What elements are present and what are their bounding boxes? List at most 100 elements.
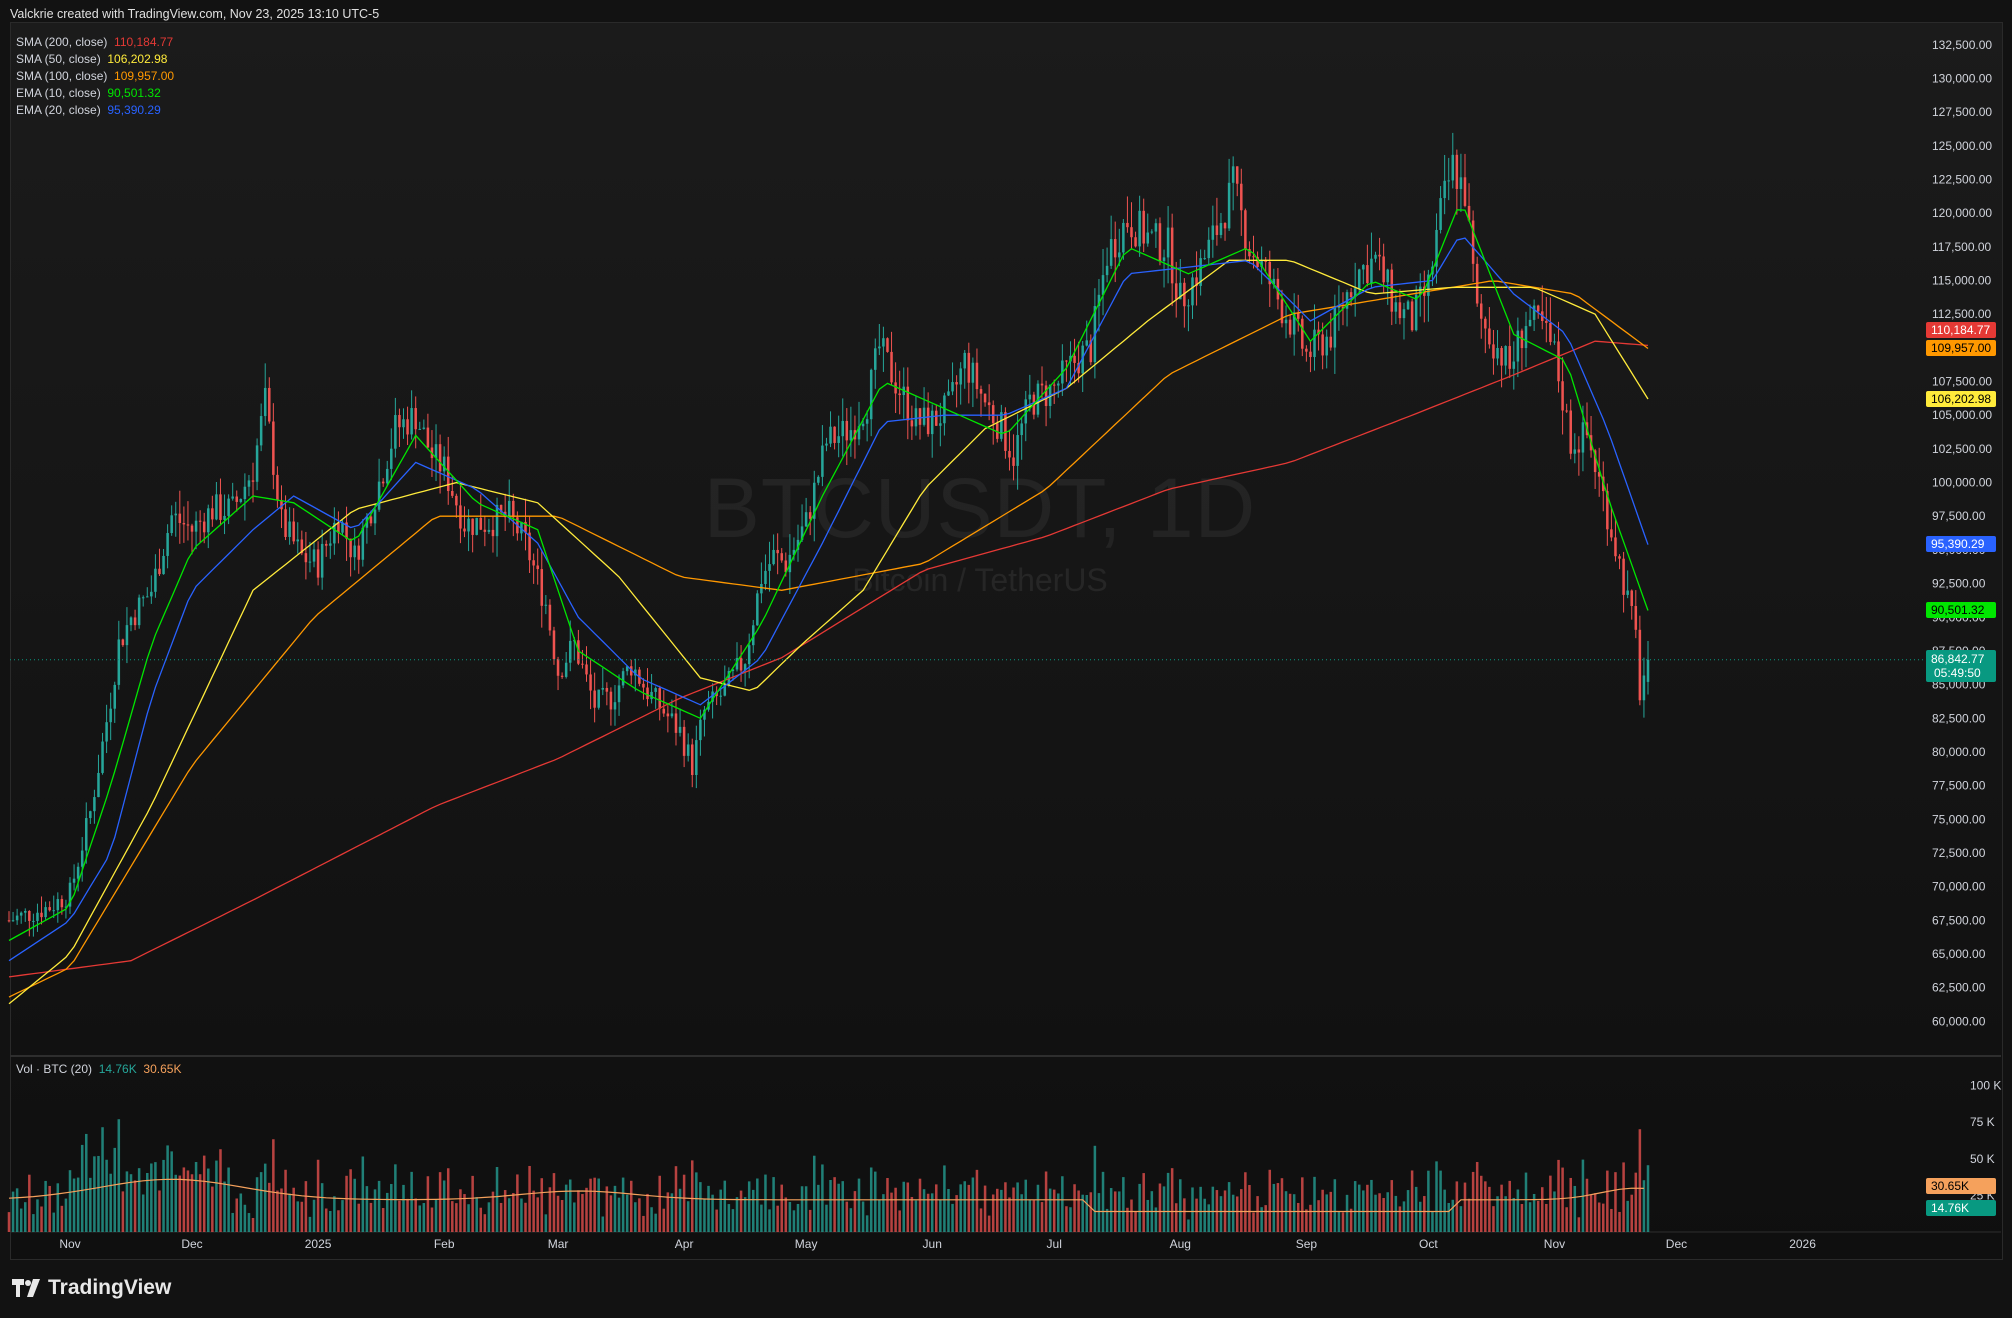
- volume-bar: [1630, 1194, 1633, 1232]
- volume-bar: [1028, 1199, 1032, 1232]
- volume-bar: [1122, 1177, 1125, 1232]
- candle-body: [886, 338, 889, 352]
- series-line: [8, 340, 1649, 978]
- candle-body: [825, 443, 828, 446]
- volume-bar: [540, 1178, 544, 1232]
- candle-body: [1126, 222, 1129, 228]
- volume-bar: [125, 1171, 129, 1232]
- price-tick-label: 102,500.00: [1932, 442, 1992, 456]
- volume-bar: [211, 1186, 214, 1232]
- volume-bar: [451, 1201, 454, 1232]
- volume-bar: [503, 1190, 507, 1232]
- volume-bar: [1353, 1181, 1357, 1232]
- volume-bars: [7, 1119, 1650, 1232]
- volume-bar: [1325, 1194, 1328, 1232]
- candle-body: [544, 604, 548, 606]
- volume-bar: [1134, 1211, 1137, 1232]
- candle-body: [56, 899, 60, 911]
- candle-body: [60, 899, 64, 908]
- volume-bar: [865, 1215, 869, 1232]
- candle-body: [463, 528, 466, 532]
- candle-body: [1414, 294, 1418, 331]
- volume-bar: [1418, 1201, 1422, 1232]
- candle-body: [719, 695, 722, 697]
- candle-body: [353, 545, 356, 558]
- legend-value: 110,184.77: [114, 35, 174, 49]
- volume-bar: [536, 1197, 539, 1232]
- price-tick-label: 97,500.00: [1932, 509, 1986, 523]
- tradingview-brand[interactable]: TradingView: [12, 1276, 171, 1300]
- candle-body: [1264, 260, 1267, 262]
- volume-bar: [402, 1184, 405, 1232]
- candle-body: [438, 444, 442, 472]
- price-label-text: 90,501.32: [1931, 603, 1985, 617]
- candle-body: [1113, 239, 1117, 258]
- volume-bar: [532, 1190, 535, 1232]
- candle-body: [601, 687, 605, 690]
- volume-bar: [1345, 1194, 1349, 1232]
- volume-bar: [1524, 1172, 1528, 1232]
- price-tick-label: 92,500.00: [1932, 577, 1986, 591]
- legend-sma100[interactable]: SMA (100, close) 109,957.00: [16, 68, 174, 85]
- candle-body: [1231, 166, 1235, 183]
- volume-bar: [174, 1174, 178, 1232]
- volume-bar: [629, 1180, 633, 1232]
- candle-body: [1162, 257, 1166, 262]
- volume-bar: [654, 1213, 657, 1232]
- series-line: [8, 280, 1649, 998]
- volume-bar: [524, 1202, 527, 1232]
- candle-body: [1333, 306, 1337, 348]
- candle-body: [540, 569, 544, 606]
- volume-bar: [1549, 1175, 1552, 1232]
- candle-body: [1211, 225, 1215, 240]
- candle-body: [1244, 210, 1247, 250]
- candle-body: [406, 419, 409, 435]
- legend-ema20[interactable]: EMA (20, close) 95,390.29: [16, 102, 174, 119]
- volume-bar: [1227, 1182, 1231, 1232]
- volume-bar: [776, 1205, 779, 1232]
- volume-bar: [817, 1184, 820, 1232]
- candle-body: [760, 583, 763, 594]
- volume-bar: [247, 1213, 251, 1232]
- candle-body: [211, 508, 214, 520]
- candle-body: [1052, 384, 1056, 386]
- candle-body: [11, 920, 15, 922]
- volume-bar: [926, 1193, 930, 1232]
- volume-bar: [121, 1191, 125, 1232]
- volume-legend[interactable]: Vol · BTC (20) 14.76K 30.65K: [16, 1062, 181, 1076]
- volume-bar: [219, 1149, 222, 1232]
- legend-name: SMA (100, close): [16, 69, 108, 83]
- volume-bar: [1443, 1189, 1446, 1232]
- candle-body: [251, 480, 255, 482]
- price-label: 90,501.32: [1926, 602, 1996, 618]
- volume-bar: [703, 1198, 706, 1232]
- volume-bar: [715, 1209, 718, 1232]
- volume-bar: [1337, 1211, 1341, 1232]
- candle-body: [1142, 210, 1145, 244]
- candle-body: [97, 772, 100, 798]
- candle-body: [1630, 590, 1633, 607]
- volume-bar: [1638, 1129, 1642, 1232]
- volume-bar: [1061, 1176, 1064, 1232]
- volume-bar: [381, 1208, 385, 1232]
- legend-sma200[interactable]: SMA (200, close) 110,184.77: [16, 34, 174, 51]
- candle-body: [609, 691, 613, 710]
- volume-bar: [1288, 1193, 1292, 1232]
- volume-bar: [231, 1212, 234, 1232]
- candle-body: [1097, 294, 1101, 307]
- legend-sma50[interactable]: SMA (50, close) 106,202.98: [16, 51, 174, 68]
- volume-bar: [1309, 1204, 1312, 1232]
- legend-ema10[interactable]: EMA (10, close) 90,501.32: [16, 85, 174, 102]
- candle-body: [402, 419, 405, 428]
- time-axis-label: Nov: [59, 1237, 80, 1251]
- volume-bar: [1467, 1198, 1471, 1232]
- price-tick-label: 100,000.00: [1932, 476, 1992, 490]
- candle-body: [1020, 423, 1023, 436]
- candle-body: [581, 663, 584, 665]
- volume-bar: [105, 1159, 108, 1232]
- candle-body: [739, 658, 743, 671]
- candle-body: [284, 509, 287, 537]
- candle-body: [243, 486, 247, 500]
- volume-bar: [223, 1181, 226, 1232]
